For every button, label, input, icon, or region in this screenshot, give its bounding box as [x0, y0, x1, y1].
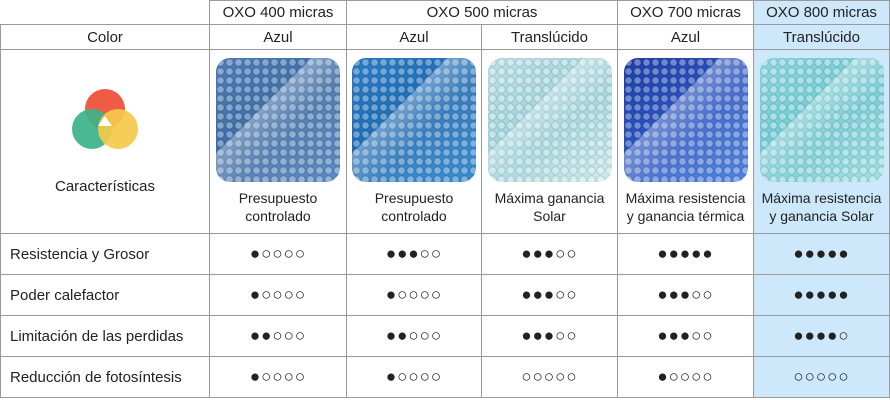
cover-photo-translucent-800	[759, 58, 884, 182]
color-cell-1: Azul	[209, 24, 347, 50]
header-oxo-700: OXO 700 micras	[617, 0, 754, 25]
rating-dots: ○○○○○	[481, 356, 618, 398]
product-desc-4: Máxima resistencia y ganancia térmica	[619, 189, 753, 225]
rating-dots: ●●●●●	[617, 233, 754, 275]
rating-dots: ●○○○○	[346, 274, 482, 316]
desc-line: y ganancia térmica	[626, 208, 745, 224]
desc-line: Presupuesto	[238, 190, 318, 206]
rating-dots: ●●●●●	[753, 233, 890, 275]
header-oxo-400: OXO 400 micras	[209, 0, 347, 25]
feature-label: Poder calefactor	[0, 274, 210, 316]
cover-photo-blue-400	[216, 58, 340, 182]
color-cell-5: Translúcido	[753, 24, 890, 50]
product-cell-4: Máxima resistencia y ganancia térmica	[617, 49, 754, 234]
product-desc-3: Máxima ganancia Solar	[483, 189, 617, 225]
feature-label: Limitación de las perdidas	[0, 315, 210, 357]
rating-dots: ●●●○○	[481, 233, 618, 275]
header-row: OXO 400 micras OXO 500 micras OXO 700 mi…	[0, 0, 890, 25]
rating-dots: ●●●○○	[481, 274, 618, 316]
desc-line: y ganancia Solar	[769, 208, 874, 224]
characteristics-label-cell: Características	[0, 49, 210, 234]
rating-dots: ●●●○○	[481, 315, 618, 357]
desc-line: Máxima resistencia	[761, 190, 882, 206]
venn-diagram-icon	[72, 89, 138, 149]
characteristics-row: Características Presupuesto controlado P…	[0, 49, 890, 234]
color-cell-2: Azul	[346, 24, 482, 50]
characteristics-label: Características	[54, 178, 156, 195]
color-cell-3: Translúcido	[481, 24, 618, 50]
product-cell-2: Presupuesto controlado	[346, 49, 482, 234]
rating-dots: ●●●○○	[617, 274, 754, 316]
feature-label: Resistencia y Grosor	[0, 233, 210, 275]
product-desc-5: Máxima resistencia y ganancia Solar	[755, 189, 889, 225]
rating-dots: ●●●●○	[753, 315, 890, 357]
feature-row-resistencia: Resistencia y Grosor ●○○○○ ●●●○○ ●●●○○ ●…	[0, 233, 890, 275]
header-oxo-500: OXO 500 micras	[346, 0, 618, 25]
feature-row-poder: Poder calefactor ●○○○○ ●○○○○ ●●●○○ ●●●○○…	[0, 274, 890, 316]
rating-dots: ●●●●●	[753, 274, 890, 316]
product-desc-1: Presupuesto controlado	[211, 189, 346, 225]
cover-photo-blue-700	[623, 58, 748, 182]
rating-dots: ●●○○○	[209, 315, 347, 357]
rating-dots: ●●●○○	[617, 315, 754, 357]
cover-photo-blue-500	[352, 58, 476, 182]
desc-line: controlado	[245, 208, 311, 224]
feature-row-limitacion: Limitación de las perdidas ●●○○○ ●●○○○ ●…	[0, 315, 890, 357]
desc-line: Máxima resistencia	[625, 190, 746, 206]
rating-dots: ○○○○○	[753, 356, 890, 398]
header-oxo-800: OXO 800 micras	[753, 0, 890, 25]
rating-dots: ●○○○○	[209, 356, 347, 398]
desc-line: controlado	[381, 208, 447, 224]
rating-dots: ●○○○○	[617, 356, 754, 398]
product-cell-1: Presupuesto controlado	[209, 49, 347, 234]
product-cell-5: Máxima resistencia y ganancia Solar	[753, 49, 890, 234]
product-desc-2: Presupuesto controlado	[348, 189, 481, 225]
desc-line: Máxima ganancia	[494, 190, 605, 206]
feature-row-reduccion: Reducción de fotosíntesis ●○○○○ ●○○○○ ○○…	[0, 356, 890, 398]
color-label: Color	[0, 24, 210, 50]
cover-photo-translucent-500	[487, 58, 612, 182]
desc-line: Presupuesto	[374, 190, 454, 206]
corner-cell	[0, 0, 210, 25]
rating-dots: ●●○○○	[346, 315, 482, 357]
rating-dots: ●○○○○	[209, 274, 347, 316]
feature-label: Reducción de fotosíntesis	[0, 356, 210, 398]
desc-line: Solar	[533, 208, 566, 224]
product-cell-3: Máxima ganancia Solar	[481, 49, 618, 234]
color-cell-4: Azul	[617, 24, 754, 50]
color-row: Color Azul Azul Translúcido Azul Translú…	[0, 24, 890, 50]
rating-dots: ●○○○○	[346, 356, 482, 398]
rating-dots: ●●●○○	[346, 233, 482, 275]
rating-dots: ●○○○○	[209, 233, 347, 275]
